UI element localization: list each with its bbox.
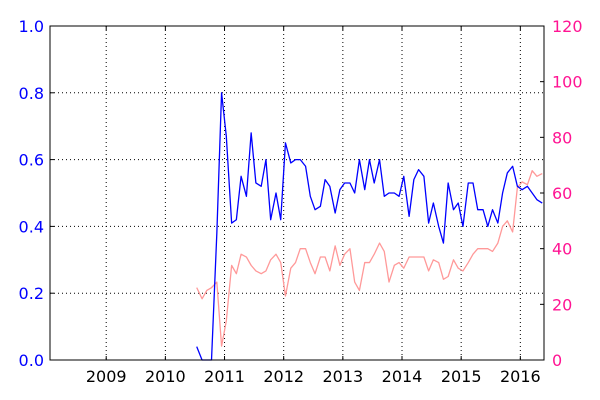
y-right-tick-label: 80 [552, 128, 572, 147]
x-tick-label: 2012 [263, 367, 304, 386]
grid-lines [50, 25, 544, 361]
x-tick-label: 2015 [441, 367, 482, 386]
axis-ticks [50, 25, 544, 361]
y-left-tick-label: 0.6 [19, 151, 44, 170]
y-right-tick-label: 20 [552, 295, 572, 314]
series-line-right [196, 170, 543, 347]
x-tick-label: 2011 [204, 367, 245, 386]
y-right-tick-labels: 0 20 40 60 80 100 120 [552, 17, 583, 370]
y-right-tick-label: 0 [552, 351, 562, 370]
x-tick-label: 2009 [86, 367, 127, 386]
x-tick-labels: 2009 2010 2011 2012 2013 2014 2015 2016 [86, 367, 541, 386]
x-tick-label: 2013 [322, 367, 363, 386]
y-left-tick-label: 0.2 [19, 284, 44, 303]
y-left-tick-labels: 0.0 0.2 0.4 0.6 0.8 1.0 [19, 17, 44, 370]
x-tick-label: 2016 [500, 367, 541, 386]
plot-frame [49, 25, 545, 361]
series-left-group [196, 92, 543, 361]
y-left-tick-label: 0.0 [19, 351, 44, 370]
y-right-tick-label: 100 [552, 73, 583, 92]
x-tick-label: 2014 [382, 367, 423, 386]
series-line-left [196, 92, 543, 361]
y-left-tick-label: 0.8 [19, 84, 44, 103]
y-right-tick-label: 120 [552, 17, 583, 36]
y-left-tick-label: 1.0 [19, 17, 44, 36]
y-right-tick-label: 60 [552, 184, 572, 203]
series-right-group [196, 170, 543, 347]
y-left-tick-label: 0.4 [19, 217, 44, 236]
x-tick-label: 2010 [145, 367, 186, 386]
y-right-tick-label: 40 [552, 240, 572, 259]
